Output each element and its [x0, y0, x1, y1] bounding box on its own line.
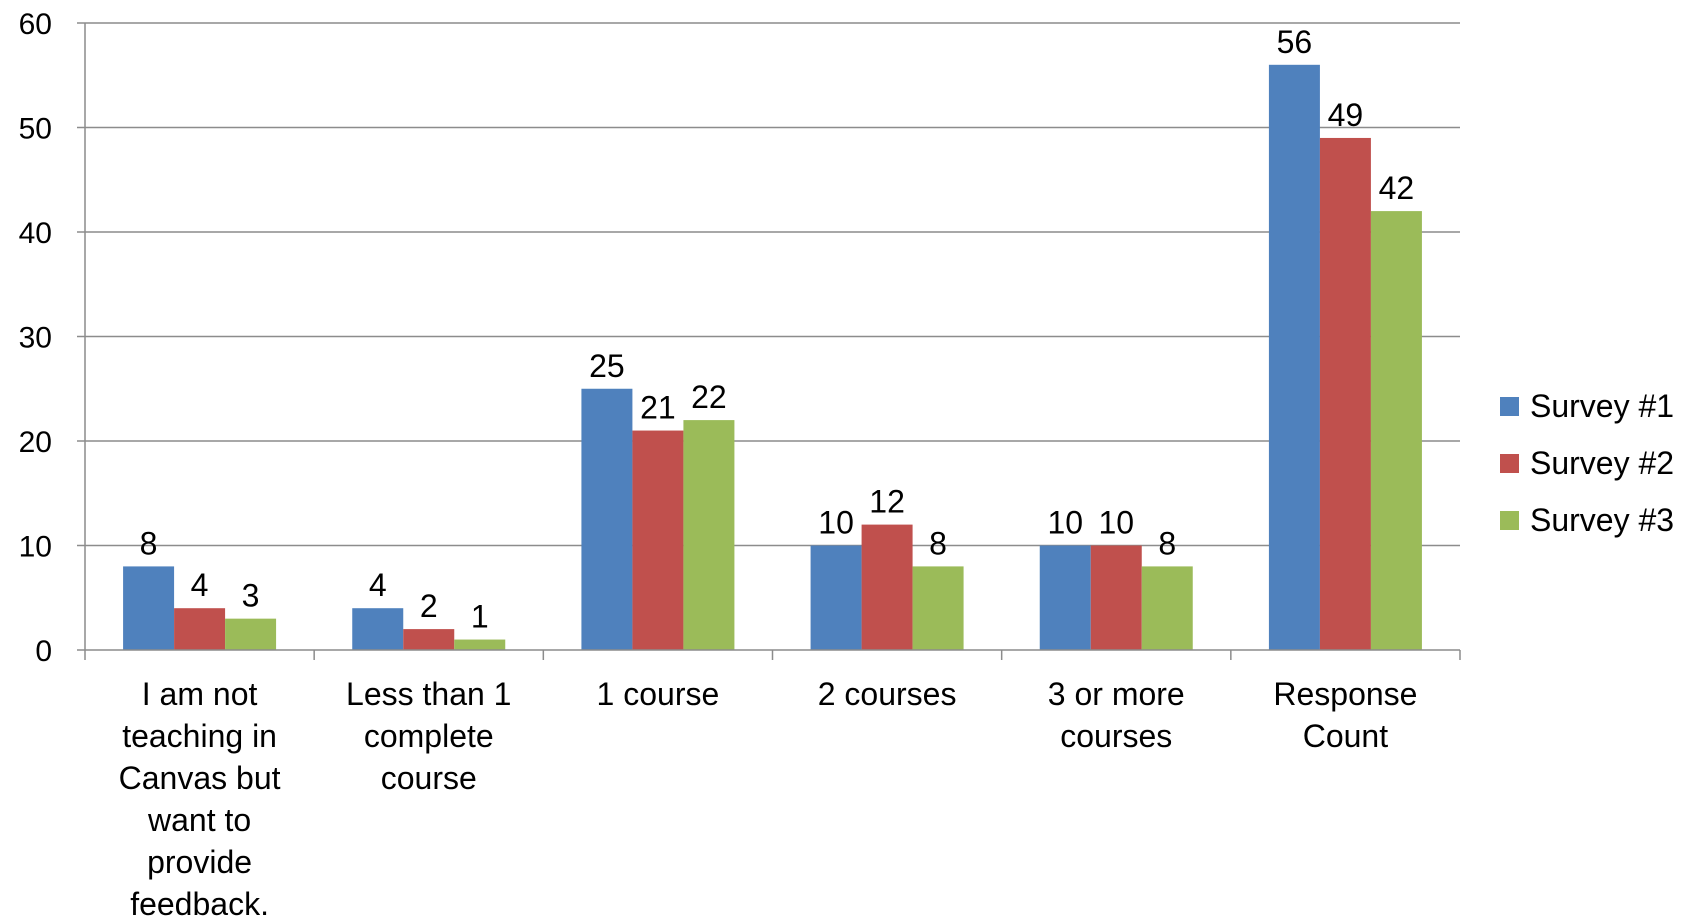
legend-swatch	[1500, 511, 1519, 530]
gridlines	[85, 22, 1460, 547]
data-label: 42	[1379, 170, 1415, 206]
category-label: teaching in	[122, 718, 277, 754]
category-label: I am not	[142, 676, 258, 712]
data-label: 3	[242, 578, 260, 614]
bar	[810, 545, 862, 650]
data-label: 8	[1158, 525, 1176, 561]
bar	[1039, 545, 1091, 650]
legend-label: Survey #2	[1530, 445, 1674, 481]
category-label: Response	[1273, 676, 1417, 712]
data-label: 10	[1098, 505, 1134, 541]
bar	[581, 388, 633, 650]
y-tick-label: 10	[19, 531, 52, 564]
data-label: 1	[471, 599, 489, 635]
data-label: 10	[1047, 505, 1083, 541]
category-label: courses	[1060, 718, 1172, 754]
category-label: want to	[147, 802, 251, 838]
bar	[1090, 545, 1142, 650]
bar	[174, 608, 226, 650]
axes	[77, 22, 1461, 660]
bar	[225, 618, 277, 650]
category-label: course	[381, 760, 477, 796]
bar	[632, 430, 684, 650]
bars	[123, 64, 1422, 651]
bar	[683, 420, 735, 650]
data-label: 4	[191, 567, 209, 603]
data-label: 22	[691, 379, 727, 415]
data-label: 56	[1277, 24, 1313, 60]
data-label: 25	[589, 348, 625, 384]
category-label: provide	[147, 844, 252, 880]
legend: Survey #1 Survey #2 Survey #3	[1500, 388, 1674, 538]
data-label: 49	[1328, 97, 1364, 133]
category-label: feedback.	[130, 886, 269, 918]
category-label: Canvas but	[119, 760, 281, 796]
y-tick-label: 0	[35, 635, 52, 668]
y-tick-label: 30	[19, 322, 52, 355]
bar	[123, 566, 175, 650]
data-label: 8	[140, 525, 158, 561]
category-label: Count	[1303, 718, 1389, 754]
category-label: 3 or more	[1048, 676, 1185, 712]
y-axis-ticks: 0 10 20 30 40 50 60	[19, 8, 52, 668]
legend-swatch	[1500, 454, 1519, 473]
category-label: complete	[364, 718, 494, 754]
category-label: Less than 1	[346, 676, 511, 712]
y-tick-label: 50	[19, 113, 52, 146]
data-label: 2	[420, 588, 438, 624]
bar	[352, 608, 404, 650]
y-tick-label: 60	[19, 8, 52, 41]
legend-swatch	[1500, 397, 1519, 416]
legend-label: Survey #1	[1530, 388, 1674, 424]
bar	[861, 524, 913, 650]
y-tick-label: 20	[19, 426, 52, 459]
category-label: 1 course	[597, 676, 720, 712]
bar	[1370, 211, 1422, 650]
data-label: 8	[929, 525, 947, 561]
data-label: 12	[869, 484, 905, 520]
legend-label: Survey #3	[1530, 502, 1674, 538]
data-label: 21	[640, 390, 676, 426]
bar	[1319, 137, 1371, 650]
data-label: 4	[369, 567, 387, 603]
bar	[912, 566, 964, 650]
y-tick-label: 40	[19, 217, 52, 250]
data-label: 10	[818, 505, 854, 541]
bar	[1268, 64, 1320, 651]
bar	[403, 629, 455, 650]
category-label: 2 courses	[818, 676, 957, 712]
bar	[1141, 566, 1193, 650]
x-axis-labels: I am not teaching in Canvas but want to prov…	[119, 676, 1418, 918]
bar	[454, 639, 506, 650]
